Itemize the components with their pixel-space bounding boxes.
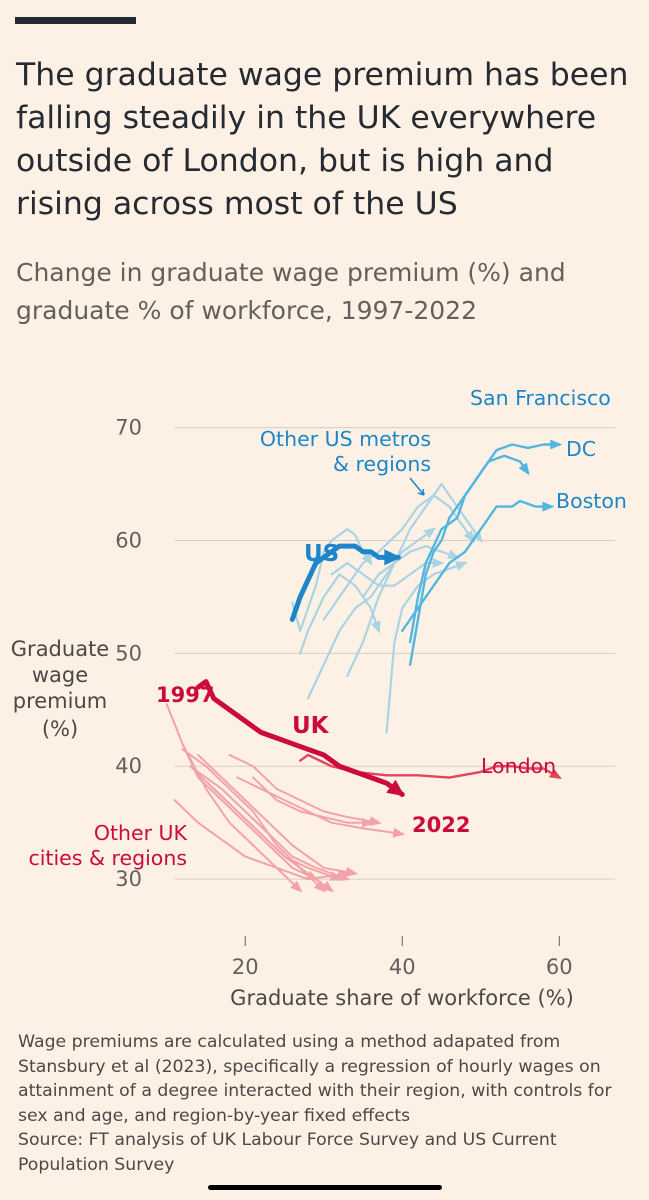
series-line-other-uk-2 <box>181 742 317 881</box>
series-arrow-london <box>549 768 562 780</box>
series-arrow-other-uk-11 <box>361 817 374 828</box>
series-line-san-francisco <box>408 443 561 666</box>
label-boston: Boston <box>556 489 627 513</box>
other-us-pointer-arrow <box>409 477 425 496</box>
x-tick-label-40: 40 <box>389 955 416 979</box>
series-line-other-us-1 <box>291 528 372 632</box>
axis-ticks: 30 40 50 60 70 20 40 60 <box>115 416 572 979</box>
series-line-other-uk-5 <box>197 753 357 875</box>
label-other-uk-line-1: Other UK <box>94 821 188 845</box>
y-tick-label-70: 70 <box>115 416 142 440</box>
y-axis-label-word-1: Graduate <box>11 637 109 661</box>
y-tick-label-60: 60 <box>115 528 142 552</box>
ft-top-bar <box>15 17 136 24</box>
series-arrow-uk <box>386 779 405 797</box>
series-line-other-uk-8 <box>173 799 349 881</box>
series-arrow-other-us-3 <box>423 527 437 539</box>
label-san-francisco: San Francisco <box>470 386 611 410</box>
series-line-other-us-5 <box>346 482 482 678</box>
series-line-other-us-6 <box>361 545 459 599</box>
series-line-other-uk-6 <box>197 770 349 881</box>
chart-area: 30 40 50 60 70 20 40 60 Graduate wage premium (… <box>11 386 627 1010</box>
series-line-other-uk-9 <box>228 753 380 824</box>
y-tick-label-40: 40 <box>115 754 142 778</box>
series-line-london <box>298 753 561 779</box>
footnote: Wage premiums are calculated using a met… <box>18 1030 638 1177</box>
series-line-other-uk-7 <box>212 787 333 892</box>
x-tick-label-20: 20 <box>232 955 259 979</box>
series-arrow-other-uk-9 <box>368 816 382 827</box>
label-other-us-line-1: Other US metros <box>260 427 431 451</box>
series-line-us <box>289 543 401 622</box>
series-line-other-us-3 <box>306 528 435 700</box>
chart-subtitle: Change in graduate wage premium (%) and … <box>16 258 566 325</box>
label-dc: DC <box>566 437 596 461</box>
series-arrow-dc <box>518 462 530 476</box>
series-lines <box>165 439 563 893</box>
label-uk: UK <box>292 713 330 739</box>
series-line-uk <box>195 679 405 797</box>
series-line-other-uk-10 <box>236 776 404 835</box>
x-tick-label-60: 60 <box>546 955 573 979</box>
methodology-note: Wage premiums are calculated using a met… <box>18 1032 612 1126</box>
series-arrow-other-uk-8 <box>337 869 351 880</box>
series-arrow-other-uk-1 <box>290 880 303 893</box>
y-axis-label: Graduate wage premium (%) <box>11 637 109 741</box>
chart-title: The graduate wage premium has been falli… <box>16 57 629 222</box>
label-1997: 1997 <box>156 683 214 707</box>
label-other-us-line-2: & regions <box>333 452 431 476</box>
series-arrow-other-us-4 <box>463 530 475 543</box>
series-arrow-other-uk-5 <box>345 866 359 877</box>
series-line-other-us-2 <box>299 573 380 655</box>
series-arrow-boston <box>542 501 555 512</box>
label-other-uk-line-2: cities & regions <box>28 846 187 870</box>
series-arrow-other-uk-7 <box>321 881 335 893</box>
series-arrow-other-us-2 <box>371 620 381 634</box>
y-axis-label-word-2: wage <box>32 663 88 687</box>
y-tick-label-50: 50 <box>115 641 142 665</box>
y-tick-label-30: 30 <box>115 867 142 891</box>
series-line-boston <box>401 499 553 632</box>
y-axis-label-word-4: (%) <box>42 717 78 741</box>
y-axis-label-word-3: premium <box>13 689 107 713</box>
series-line-other-us-7 <box>385 561 467 734</box>
series-line-other-us-8 <box>330 561 443 587</box>
series-line-other-uk-11 <box>252 776 372 824</box>
label-london: London <box>481 754 556 778</box>
gridlines <box>174 427 615 880</box>
series-arrow-other-us-7 <box>454 561 468 571</box>
home-indicator[interactable] <box>208 1185 442 1190</box>
series-arrow-san-francisco <box>550 439 563 450</box>
series-arrow-other-us-8 <box>432 558 445 569</box>
label-2022: 2022 <box>412 813 470 837</box>
series-arrow-us <box>384 549 402 566</box>
label-us: US <box>304 541 339 567</box>
source-note: Source: FT analysis of UK Labour Force S… <box>18 1130 557 1175</box>
series-line-dc <box>408 454 530 644</box>
series-arrow-other-uk-10 <box>392 827 406 838</box>
x-axis-label: Graduate share of workforce (%) <box>230 986 574 1010</box>
